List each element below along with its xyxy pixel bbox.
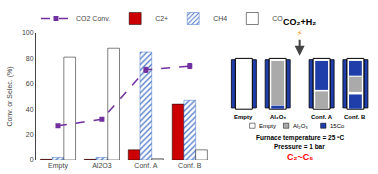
svg-text:Al₂O₃: Al₂O₃	[270, 114, 286, 120]
svg-text:Al2O3: Al2O3	[92, 162, 112, 169]
svg-text:80: 80	[26, 55, 34, 62]
svg-text:Conv. or Selec. (%): Conv. or Selec. (%)	[6, 66, 14, 126]
svg-text:15Co: 15Co	[330, 123, 345, 129]
svg-text:60: 60	[26, 80, 34, 87]
svg-text:Empty: Empty	[48, 162, 68, 170]
svg-text:Furnace temperature = 25 ºC: Furnace temperature = 25 ºC	[256, 134, 344, 142]
svg-text:0: 0	[30, 156, 34, 163]
svg-text:Conf. A: Conf. A	[134, 162, 157, 169]
svg-text:Pressure = 1 bar: Pressure = 1 bar	[274, 143, 325, 150]
svg-text:Al₂O₃: Al₂O₃	[293, 123, 308, 129]
svg-text:Conf. B: Conf. B	[178, 162, 202, 169]
svg-text:Conf. A: Conf. A	[311, 114, 333, 120]
svg-text:100: 100	[22, 29, 34, 36]
svg-text:Conf. B: Conf. B	[344, 114, 366, 120]
svg-text:CO2 Conv.: CO2 Conv.	[76, 15, 110, 22]
svg-text:20: 20	[26, 131, 34, 138]
svg-text:CO₂+H₂: CO₂+H₂	[283, 17, 316, 27]
svg-text:CH4: CH4	[213, 15, 227, 22]
svg-text:CO: CO	[272, 15, 283, 22]
svg-text:⚡: ⚡	[297, 29, 303, 38]
svg-text:C2+: C2+	[155, 15, 168, 22]
svg-text:Empty: Empty	[259, 123, 276, 129]
svg-text:Empty: Empty	[234, 114, 253, 120]
svg-text:40: 40	[26, 106, 34, 113]
svg-text:C₂~C₅: C₂~C₅	[287, 152, 313, 162]
